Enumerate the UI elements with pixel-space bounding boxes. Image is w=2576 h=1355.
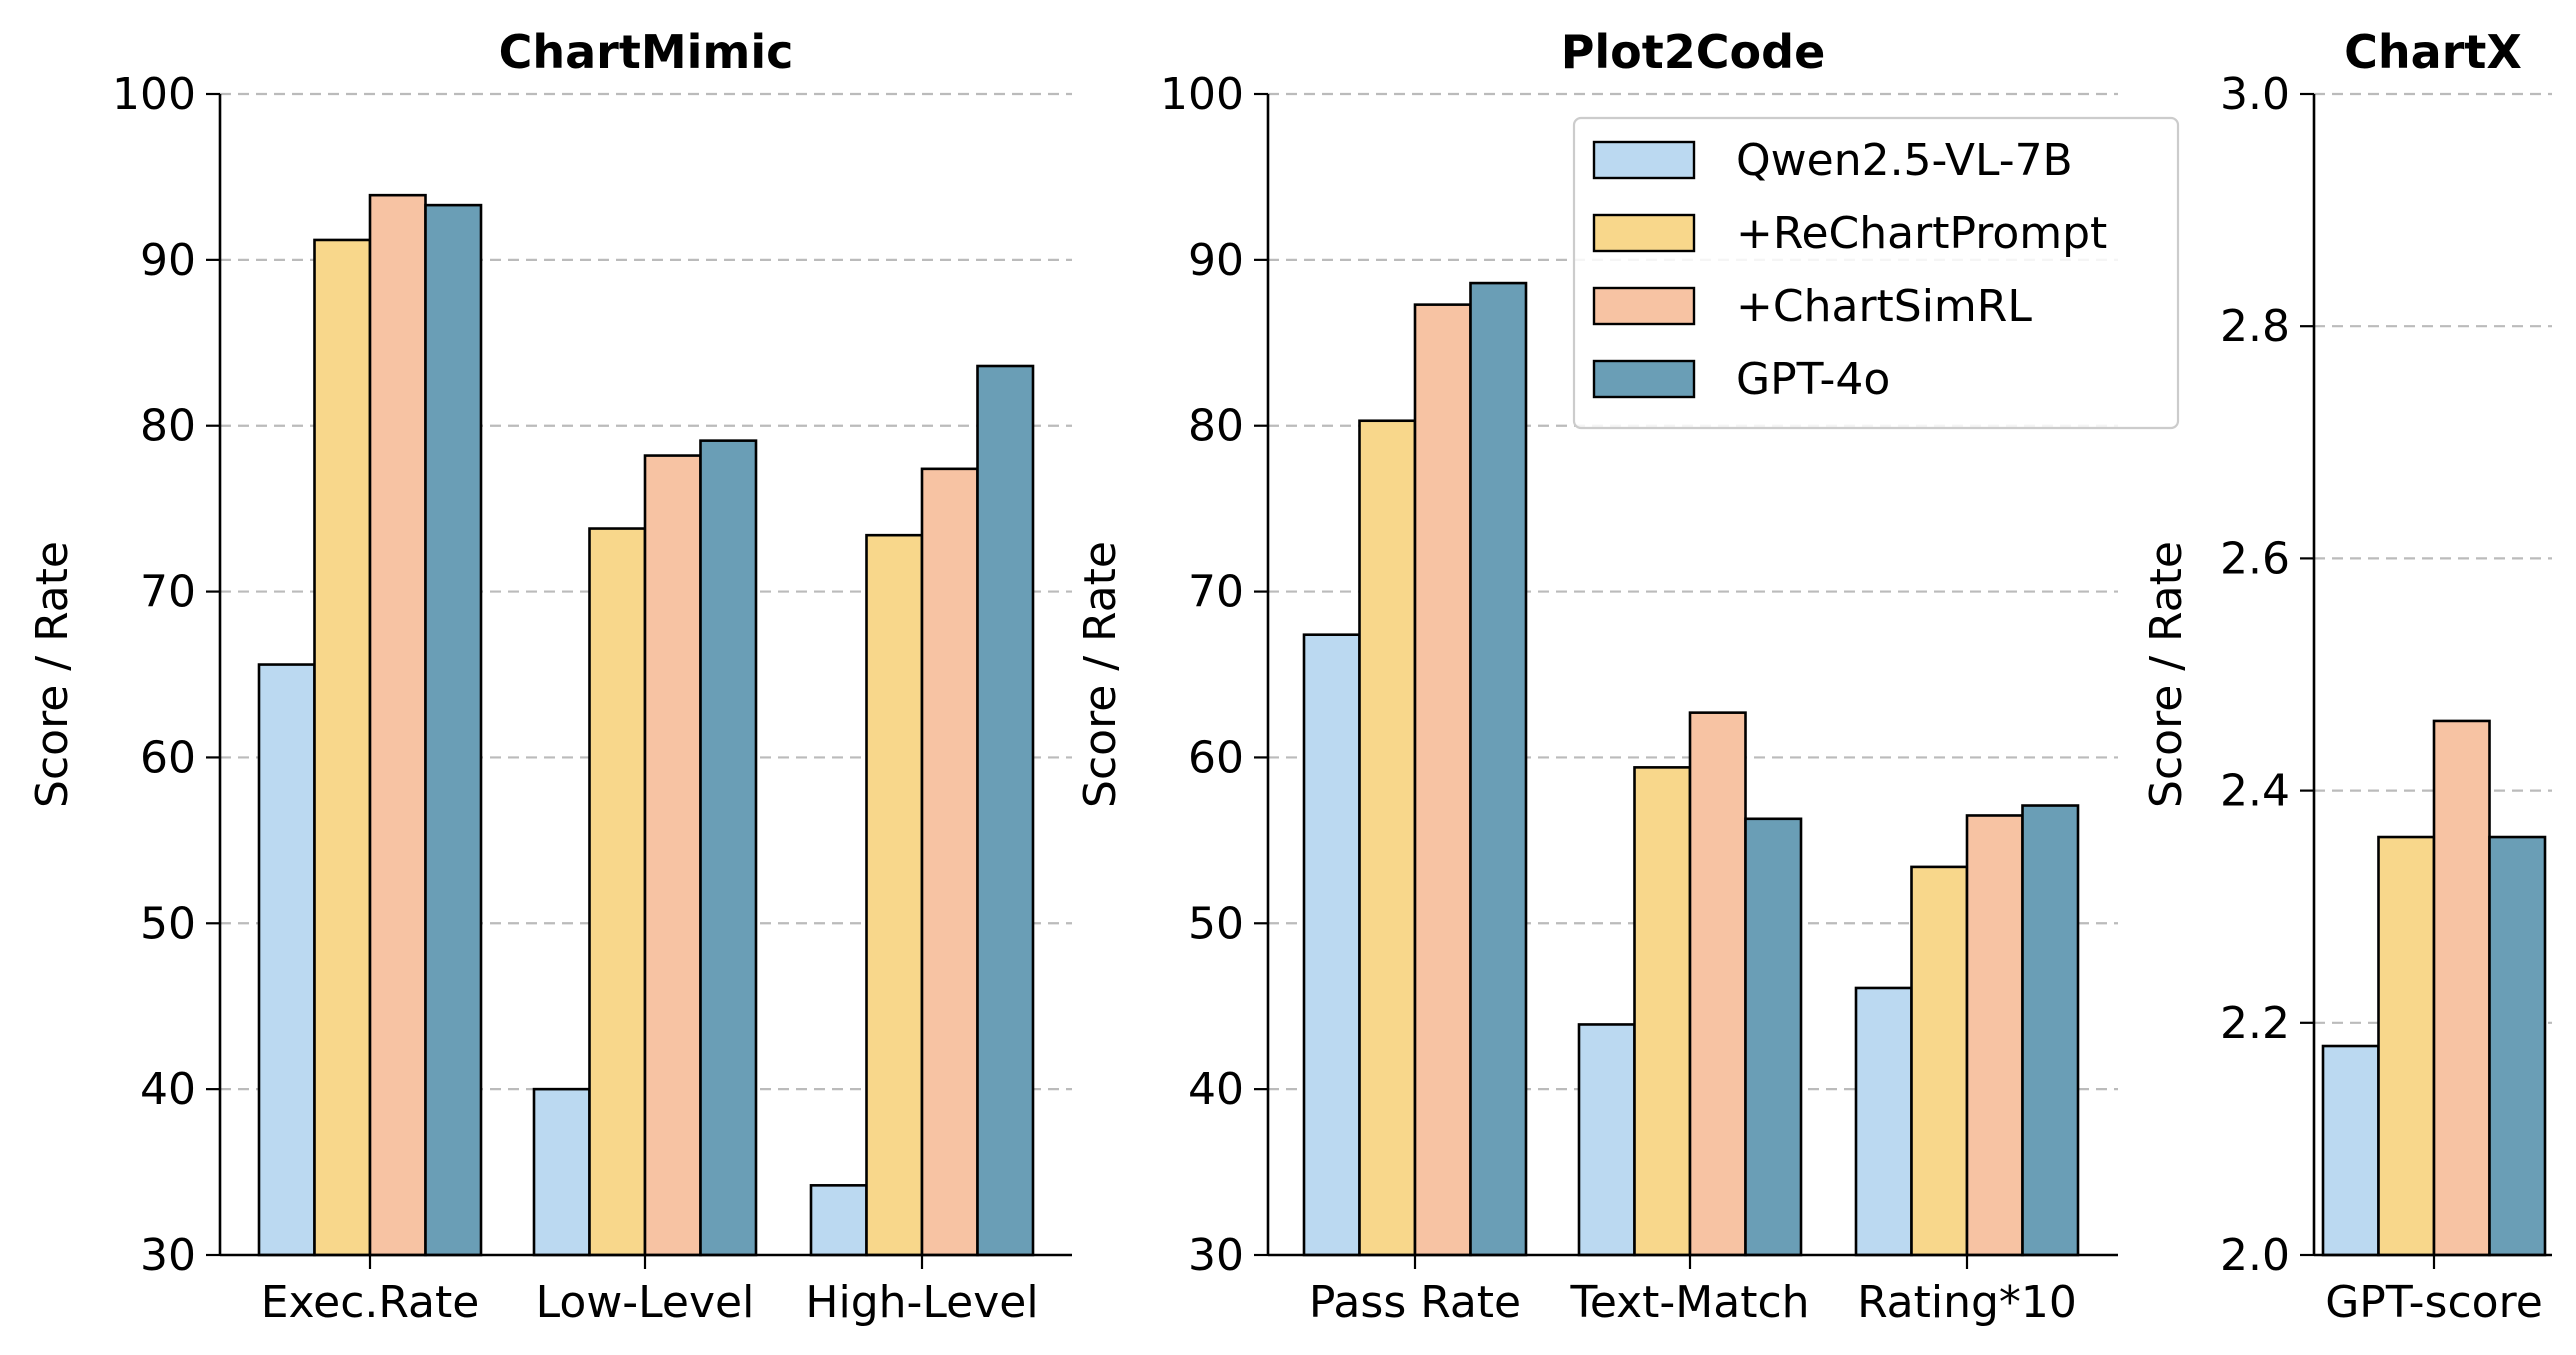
bar-chartmimic-exec-rate-gpt-4o [424,203,483,1257]
y-tick-label-90: 90 [1188,235,1244,286]
bar-chartx-gpt-score-rechartprompt [2377,835,2436,1257]
x-tick-label-high-level: High-Level [805,1277,1038,1328]
bar-chartx-gpt-score-chartsimrl [2432,719,2491,1257]
bar-plot2code-text-match-qwen2-5-vl-7b [1577,1023,1636,1257]
y-tick-label-60: 60 [140,732,196,783]
legend-swatch-qwen2-5-vl-7b [1592,140,1696,180]
bar-plot2code-rating-10-gpt-4o [2021,804,2080,1257]
chartmimic-panel: 30 40 50 60 70 80 90 100 Exec.Rate Low-Level High-… [27,25,1072,1328]
y-tick-label-80: 80 [1188,401,1244,452]
legend-label-qwen2-5-vl-7b: Qwen2.5-VL-7B [1736,135,2073,186]
bar-chartmimic-high-level-gpt-4o [976,364,1035,1257]
y-tick-label-40: 40 [1188,1064,1244,1115]
bar-chartmimic-low-level-qwen2-5-vl-7b [532,1087,591,1257]
bar-chartmimic-high-level-rechartprompt [865,533,924,1257]
legend-swatch-chartsimrl [1592,286,1696,326]
x-tick-label-pass-rate: Pass Rate [1309,1277,1521,1328]
bar-chartmimic-low-level-chartsimrl [643,454,702,1257]
legend-frame [1572,116,2180,430]
bar-plot2code-pass-rate-rechartprompt [1358,419,1417,1257]
y-tick-label-30: 30 [140,1230,196,1281]
legend: Qwen2.5-VL-7B +ReChartPrompt +ChartSimRL GP… [1572,116,2180,430]
plot2code-panel: 30 40 50 60 70 80 90 100 Pass Rate Text-Match Rati… [1075,25,2118,1328]
bar-plot2code-rating-10-qwen2-5-vl-7b [1854,986,1913,1257]
y-axis-label-chartx: Score / Rate [2141,541,2192,808]
y-tick-label-70: 70 [140,567,196,618]
y-axis-label-chartmimic: Score / Rate [27,541,78,808]
x-tick-label-low-level: Low-Level [536,1277,755,1328]
bar-chartmimic-low-level-rechartprompt [588,527,647,1257]
y-tick-label-2-0: 2.0 [2220,1230,2290,1281]
bar-plot2code-rating-10-chartsimrl [1965,814,2024,1257]
bar-plot2code-text-match-rechartprompt [1633,766,1692,1257]
y-tick-label-90: 90 [140,235,196,286]
y-tick-label-2-6: 2.6 [2220,533,2290,584]
y-tick-label-100: 100 [1160,69,1244,120]
y-tick-label-2-2: 2.2 [2220,998,2290,1049]
bar-chartx-gpt-score-qwen2-5-vl-7b [2321,1044,2380,1257]
y-tick-label-2-4: 2.4 [2220,766,2290,817]
x-tick-label-rating-10: Rating*10 [1857,1277,2077,1328]
y-tick-label-2-8: 2.8 [2220,301,2290,352]
y-tick-label-3-0: 3.0 [2220,69,2290,120]
chart-title-plot2code: Plot2Code [1561,25,1826,79]
y-tick-label-30: 30 [1188,1230,1244,1281]
x-tick-label-gpt-score: GPT-score [2325,1277,2543,1328]
bar-plot2code-pass-rate-chartsimrl [1413,303,1472,1257]
legend-swatch-gpt-4o [1592,359,1696,399]
bar-plot2code-rating-10-rechartprompt [1910,865,1969,1257]
y-tick-label-70: 70 [1188,567,1244,618]
bar-chartmimic-high-level-qwen2-5-vl-7b [809,1184,868,1257]
x-tick-label-text-match: Text-Match [1569,1277,1809,1328]
bar-chartmimic-exec-rate-qwen2-5-vl-7b [257,663,316,1257]
legend-label-chartsimrl: +ChartSimRL [1736,281,2032,332]
y-tick-label-100: 100 [112,69,196,120]
bar-plot2code-text-match-gpt-4o [1744,817,1803,1257]
y-tick-label-50: 50 [140,898,196,949]
bar-plot2code-text-match-chartsimrl [1688,711,1747,1257]
chart-title-chartx: ChartX [2344,25,2522,79]
y-axis-label-plot2code: Score / Rate [1075,541,1126,808]
y-tick-label-60: 60 [1188,732,1244,783]
bar-chartmimic-low-level-gpt-4o [699,439,758,1257]
y-tick-label-40: 40 [140,1064,196,1115]
bar-chartx-gpt-score-gpt-4o [2488,835,2547,1257]
bar-plot2code-pass-rate-gpt-4o [1469,281,1528,1257]
y-tick-label-80: 80 [140,401,196,452]
chartx-panel: 2.0 2.2 2.4 2.6 2.8 3.0 GPT-score ChartX Score /… [2141,25,2552,1328]
x-tick-label-exec-rate: Exec.Rate [261,1277,480,1328]
legend-label-gpt-4o: GPT-4o [1736,354,1890,405]
bar-chartmimic-exec-rate-chartsimrl [368,193,427,1257]
chart-title-chartmimic: ChartMimic [499,25,794,79]
bar-chartmimic-high-level-chartsimrl [920,467,979,1257]
legend-swatch-rechartprompt [1592,213,1696,253]
bar-chartmimic-exec-rate-rechartprompt [313,238,372,1257]
bar-plot2code-pass-rate-qwen2-5-vl-7b [1302,633,1361,1257]
y-tick-label-50: 50 [1188,898,1244,949]
legend-label-rechartprompt: +ReChartPrompt [1736,208,2107,259]
